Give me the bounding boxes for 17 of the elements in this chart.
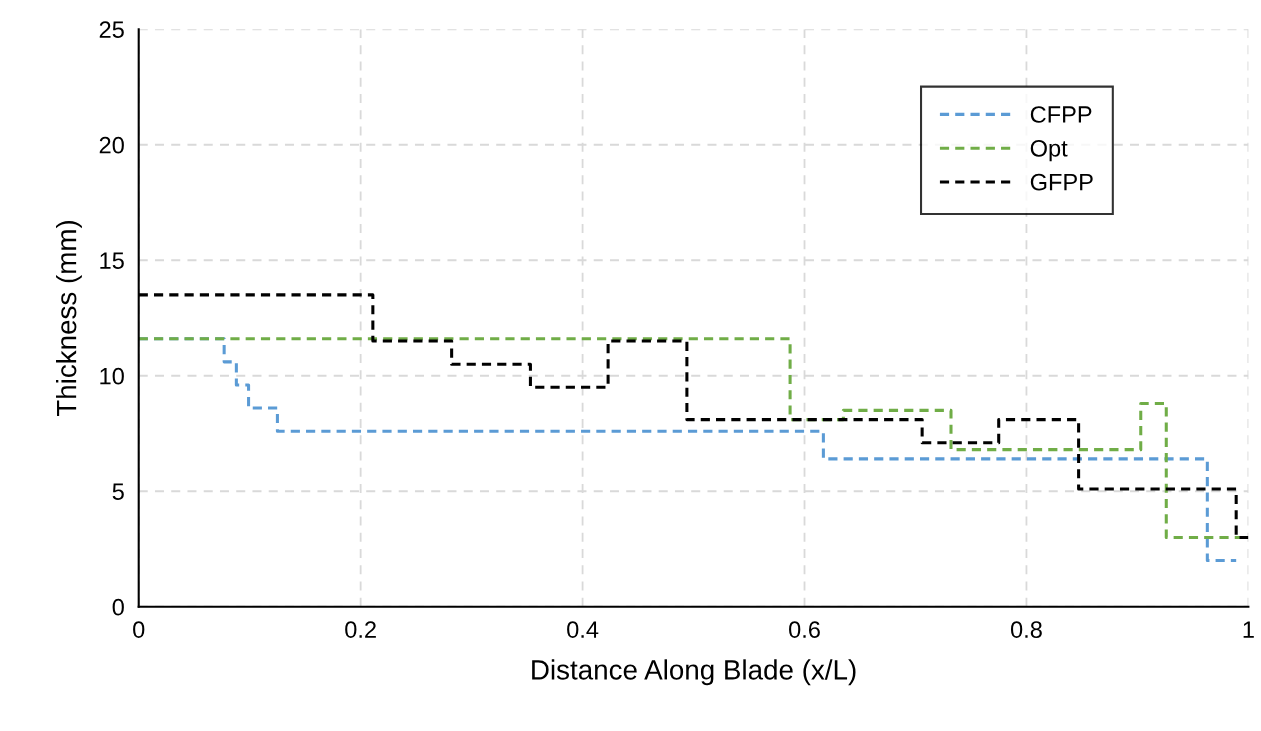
x-axis-title: Distance Along Blade (x/L) (532, 659, 856, 686)
x-tick-label: 0.4 (567, 621, 599, 638)
y-tick-label: 25 (99, 21, 124, 39)
y-tick-label: 10 (100, 367, 124, 385)
y-tick-label: 5 (112, 483, 124, 501)
x-tick-label: 1 (1243, 621, 1254, 638)
y-tick-label: 15 (100, 252, 124, 270)
legend-label: CFPP (1030, 106, 1092, 123)
y-axis-title: Thickness (mm) (56, 220, 82, 417)
y-tick-label: 0 (112, 598, 124, 616)
x-tick-label: 0.2 (345, 621, 376, 638)
x-tick-label: 0 (133, 621, 145, 638)
x-tick-label: 0.6 (789, 621, 820, 638)
y-tick-label: 20 (99, 136, 124, 154)
x-tick-label: 0.8 (1010, 621, 1042, 638)
legend-label: Opt (1030, 139, 1068, 162)
legend-label: GFPP (1030, 173, 1093, 191)
